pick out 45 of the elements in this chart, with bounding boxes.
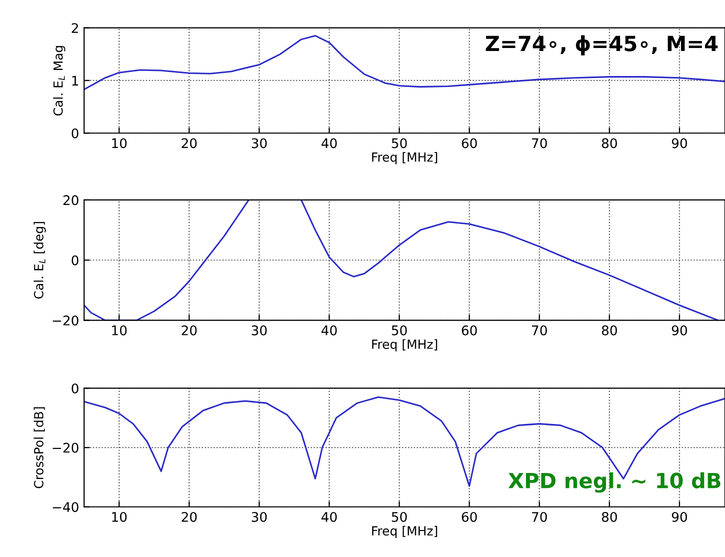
y-tick-label: 1 xyxy=(72,76,78,86)
line-series xyxy=(84,34,725,90)
x-axis-title: Freq [MHz] xyxy=(372,339,438,352)
x-tick-label: 30 xyxy=(252,512,267,522)
x-tick-label: 70 xyxy=(532,325,547,336)
x-tick-label: 20 xyxy=(182,512,197,522)
x-axis-title: Freq [MHz] xyxy=(372,526,438,538)
x-tick-label: 50 xyxy=(392,138,407,148)
x-tick-label: 20 xyxy=(182,325,197,336)
x-tick-label: 10 xyxy=(112,512,127,522)
x-tick-label: 90 xyxy=(672,325,687,336)
x-tick-label: 80 xyxy=(602,325,617,336)
x-tick-label: 40 xyxy=(322,138,337,148)
y-tick-label: −20 xyxy=(52,315,78,326)
annotation: XPD negl. ~ 10 dB xyxy=(508,472,720,493)
x-tick-label: 50 xyxy=(392,512,407,522)
x-tick-label: 10 xyxy=(112,325,127,336)
x-tick-label: 40 xyxy=(322,512,337,522)
y-axis-title: Cal. E$_{L}$ [deg] xyxy=(34,222,46,299)
x-tick-label: 40 xyxy=(322,325,337,336)
x-tick-label: 60 xyxy=(462,325,477,336)
x-tick-label: 70 xyxy=(532,138,547,148)
y-tick-label: 2 xyxy=(72,23,78,33)
y-tick-label: 0 xyxy=(72,255,78,266)
x-tick-label: 30 xyxy=(252,325,267,336)
x-tick-label: 20 xyxy=(182,138,197,148)
x-axis-title: Freq [MHz] xyxy=(372,152,438,164)
y-tick-label: −20 xyxy=(52,442,78,453)
y-axis-title: CrossPol [dB] xyxy=(34,407,45,488)
x-tick-label: 90 xyxy=(672,138,687,148)
y-tick-label: −40 xyxy=(52,502,78,512)
x-tick-label: 60 xyxy=(462,138,477,148)
x-tick-label: 90 xyxy=(672,512,687,522)
x-tick-label: 80 xyxy=(602,138,617,148)
annotation: Z=74∘, ϕ=45∘, M=4 xyxy=(486,35,718,56)
x-tick-label: 70 xyxy=(532,512,547,522)
x-tick-label: 10 xyxy=(112,138,127,148)
y-tick-label: 0 xyxy=(72,383,78,394)
y-tick-label: 20 xyxy=(63,195,78,206)
y-tick-label: 0 xyxy=(72,128,78,138)
x-tick-label: 80 xyxy=(602,512,617,522)
y-axis-title: Cal. E$_{L}$ Mag xyxy=(53,46,66,116)
x-tick-label: 60 xyxy=(462,512,477,522)
x-tick-label: 50 xyxy=(392,325,407,336)
x-tick-label: 30 xyxy=(252,138,267,148)
